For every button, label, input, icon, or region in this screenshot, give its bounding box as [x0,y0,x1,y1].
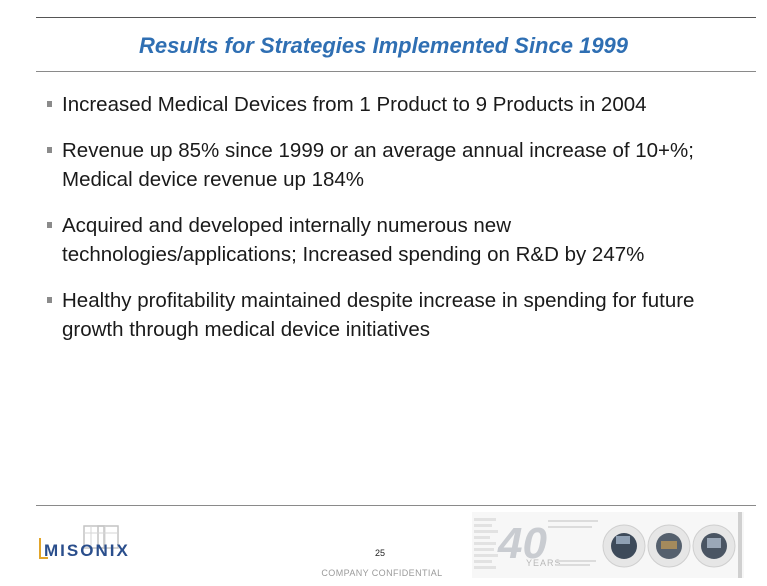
anniversary-graphic: 40 YEARS [472,512,744,578]
page-number: 25 [374,548,385,558]
square-bullet-icon [47,297,52,303]
bullet-list: Increased Medical Devices from 1 Product… [47,90,717,344]
square-bullet-icon [47,147,52,153]
bullet-text: Revenue up 85% since 1999 or an average … [62,139,694,191]
bullet-text: Healthy profitability maintained despite… [62,289,695,341]
square-bullet-icon [47,101,52,107]
footer-rule [36,505,756,506]
bullet-item: Healthy profitability maintained despite… [47,286,717,344]
bullet-item: Increased Medical Devices from 1 Product… [47,90,717,119]
bullet-text: Acquired and developed internally numero… [62,214,645,266]
bullet-item: Revenue up 85% since 1999 or an average … [47,136,717,194]
slide-title: Results for Strategies Implemented Since… [138,33,629,58]
misonix-logo: MISONIX [39,525,130,560]
logo-text: MISONIX [44,541,130,560]
anniversary-number: 40 [497,519,547,568]
bullet-item: Acquired and developed internally numero… [47,211,717,269]
confidential-label: COMPANY CONFIDENTIAL [321,568,443,578]
title-rule [36,71,756,72]
bullet-text: Increased Medical Devices from 1 Product… [62,93,647,116]
top-rule [36,17,756,18]
square-bullet-icon [47,222,52,228]
anniversary-word: YEARS [526,558,562,568]
